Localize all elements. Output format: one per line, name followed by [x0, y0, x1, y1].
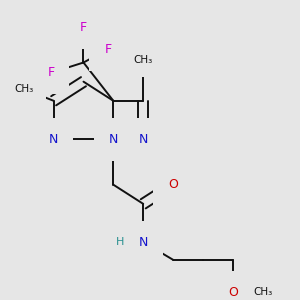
Text: N: N — [139, 236, 148, 249]
Text: CH₃: CH₃ — [253, 287, 272, 297]
Text: N: N — [139, 133, 148, 146]
Text: CH₃: CH₃ — [14, 84, 33, 94]
Text: O: O — [168, 178, 178, 191]
Text: F: F — [47, 66, 55, 79]
Text: F: F — [104, 43, 112, 56]
Text: N: N — [109, 133, 118, 146]
Text: H: H — [116, 237, 124, 247]
Text: F: F — [80, 21, 87, 34]
Text: CH₃: CH₃ — [134, 55, 153, 64]
Text: N: N — [49, 133, 58, 146]
Text: O: O — [228, 286, 238, 299]
